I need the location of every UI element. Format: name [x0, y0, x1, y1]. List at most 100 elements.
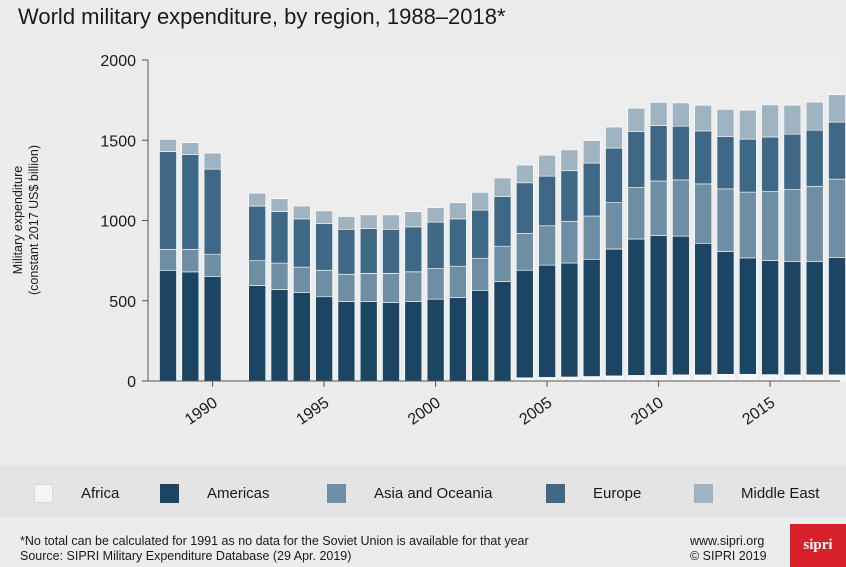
bar-asia-and-oceania-2000 — [426, 268, 445, 300]
legend-item-africa: Africa — [34, 483, 120, 503]
legend-item-asia-oceania: Asia and Oceania — [327, 483, 492, 503]
bar-middle-east-1995 — [315, 210, 333, 224]
bar-europe-1997 — [359, 228, 378, 274]
website-text: www.sipri.org — [690, 534, 765, 548]
bar-africa-2018 — [828, 374, 846, 382]
x-tick-label: 2010 — [628, 394, 667, 428]
bar-americas-1994 — [292, 292, 311, 382]
bar-asia-and-oceania-2015 — [761, 191, 779, 261]
bar-middle-east-2014 — [738, 109, 757, 140]
bar-europe-1999 — [404, 226, 423, 273]
bar-africa-2011 — [672, 374, 690, 382]
bar-europe-2011 — [672, 125, 690, 181]
bar-asia-and-oceania-2006 — [560, 221, 579, 264]
bar-europe-1998 — [382, 229, 400, 274]
bar-asia-and-oceania-2005 — [538, 225, 556, 266]
chart-plot: 0 500 1000 1500 2000 Military expenditure (con… — [11, 53, 846, 429]
bar-americas-2009 — [627, 238, 646, 376]
x-tick-label: 1990 — [182, 394, 221, 428]
bar-africa-2014 — [738, 373, 757, 382]
bar-americas-1999 — [404, 301, 423, 382]
bar-europe-1989 — [181, 154, 200, 250]
bar-europe-2008 — [605, 147, 623, 203]
bar-americas-2006 — [560, 262, 579, 378]
bar-americas-2017 — [805, 261, 824, 376]
bar-europe-2003 — [493, 196, 512, 247]
legend-label-middle-east: Middle East — [741, 484, 820, 502]
bar-middle-east-2008 — [605, 126, 623, 149]
chart-title: World military expenditure, by region, 1… — [18, 4, 506, 29]
y-tick-label: 1000 — [100, 214, 136, 231]
legend-label-americas: Americas — [207, 484, 270, 502]
bar-europe-1992 — [248, 205, 266, 262]
bar-americas-2007 — [582, 258, 601, 377]
bar-asia-and-oceania-2004 — [515, 233, 534, 271]
y-axis-title: Military expenditure — [11, 166, 25, 274]
bar-asia-and-oceania-1988 — [159, 249, 177, 271]
source-text: Source: SIPRI Military Expenditure Datab… — [20, 549, 352, 563]
bar-asia-and-oceania-1997 — [359, 273, 378, 302]
bar-middle-east-2012 — [694, 105, 713, 132]
y-tick-label: 500 — [109, 294, 136, 311]
y-tick-label: 1500 — [100, 133, 136, 150]
sipri-logo: sipri — [790, 524, 846, 567]
bar-middle-east-1999 — [404, 211, 423, 228]
bar-asia-and-oceania-1995 — [315, 269, 333, 298]
y-tick-label: 0 — [127, 374, 136, 391]
bar-europe-2012 — [694, 130, 713, 185]
bar-europe-2010 — [649, 125, 668, 182]
bar-americas-1993 — [270, 289, 289, 382]
bar-europe-2001 — [449, 218, 467, 267]
legend-swatch-americas — [160, 483, 179, 503]
bar-middle-east-2013 — [716, 109, 735, 138]
bar-asia-and-oceania-1999 — [404, 271, 423, 302]
bar-middle-east-2005 — [538, 154, 556, 177]
bar-middle-east-2010 — [649, 102, 668, 127]
bar-africa-2017 — [805, 374, 824, 382]
legend-swatch-europe — [546, 483, 565, 503]
bar-americas-2012 — [694, 243, 713, 376]
bar-europe-1988 — [159, 151, 177, 250]
bar-americas-2008 — [605, 248, 623, 377]
bar-europe-2016 — [783, 133, 802, 190]
bar-americas-2001 — [449, 297, 467, 382]
legend-swatch-asia-oceania — [327, 483, 346, 503]
bar-europe-2004 — [515, 182, 534, 234]
bar-middle-east-1992 — [248, 192, 266, 207]
bar-africa-2012 — [694, 374, 713, 382]
bar-europe-1990 — [203, 168, 222, 255]
bar-americas-1990 — [203, 276, 222, 382]
bar-africa-2016 — [783, 374, 802, 382]
bar-asia-and-oceania-2016 — [783, 189, 802, 262]
bar-middle-east-2000 — [426, 207, 445, 223]
bar-europe-1994 — [292, 218, 311, 268]
bar-americas-2000 — [426, 298, 445, 382]
bar-middle-east-1997 — [359, 214, 378, 229]
bar-middle-east-1996 — [337, 216, 356, 230]
bar-middle-east-2003 — [493, 177, 512, 197]
bar-asia-and-oceania-2008 — [605, 202, 623, 250]
bar-asia-and-oceania-2009 — [627, 187, 646, 240]
footnote-block: *No total can be calculated for 1991 as … — [20, 534, 529, 564]
legend-swatch-middle-east — [694, 483, 713, 503]
bar-africa-2006 — [560, 376, 579, 382]
bar-americas-2011 — [672, 235, 690, 376]
bar-americas-1989 — [181, 271, 200, 382]
bar-americas-2004 — [515, 269, 534, 379]
bar-middle-east-2017 — [805, 101, 824, 131]
x-tick-label: 2015 — [739, 394, 778, 428]
legend-label-africa: Africa — [81, 484, 120, 502]
bar-asia-and-oceania-1998 — [382, 273, 400, 303]
bar-asia-and-oceania-2018 — [828, 178, 846, 259]
bar-middle-east-2001 — [449, 202, 467, 220]
bar-americas-2005 — [538, 264, 556, 378]
bar-africa-2007 — [582, 376, 601, 382]
footnote-text: *No total can be calculated for 1991 as … — [20, 534, 529, 548]
x-tick-label: 2005 — [516, 394, 555, 428]
bar-asia-and-oceania-1993 — [270, 262, 289, 290]
y-axis-title: (constant 2017 US$ billion) — [27, 145, 41, 295]
bar-europe-2007 — [582, 162, 601, 217]
bar-europe-2015 — [761, 136, 779, 192]
bar-middle-east-2018 — [828, 94, 846, 123]
bar-europe-2000 — [426, 221, 445, 269]
